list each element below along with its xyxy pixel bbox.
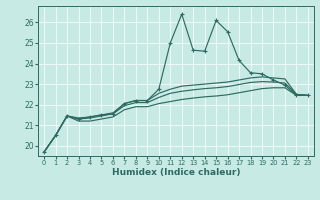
X-axis label: Humidex (Indice chaleur): Humidex (Indice chaleur) [112,168,240,177]
